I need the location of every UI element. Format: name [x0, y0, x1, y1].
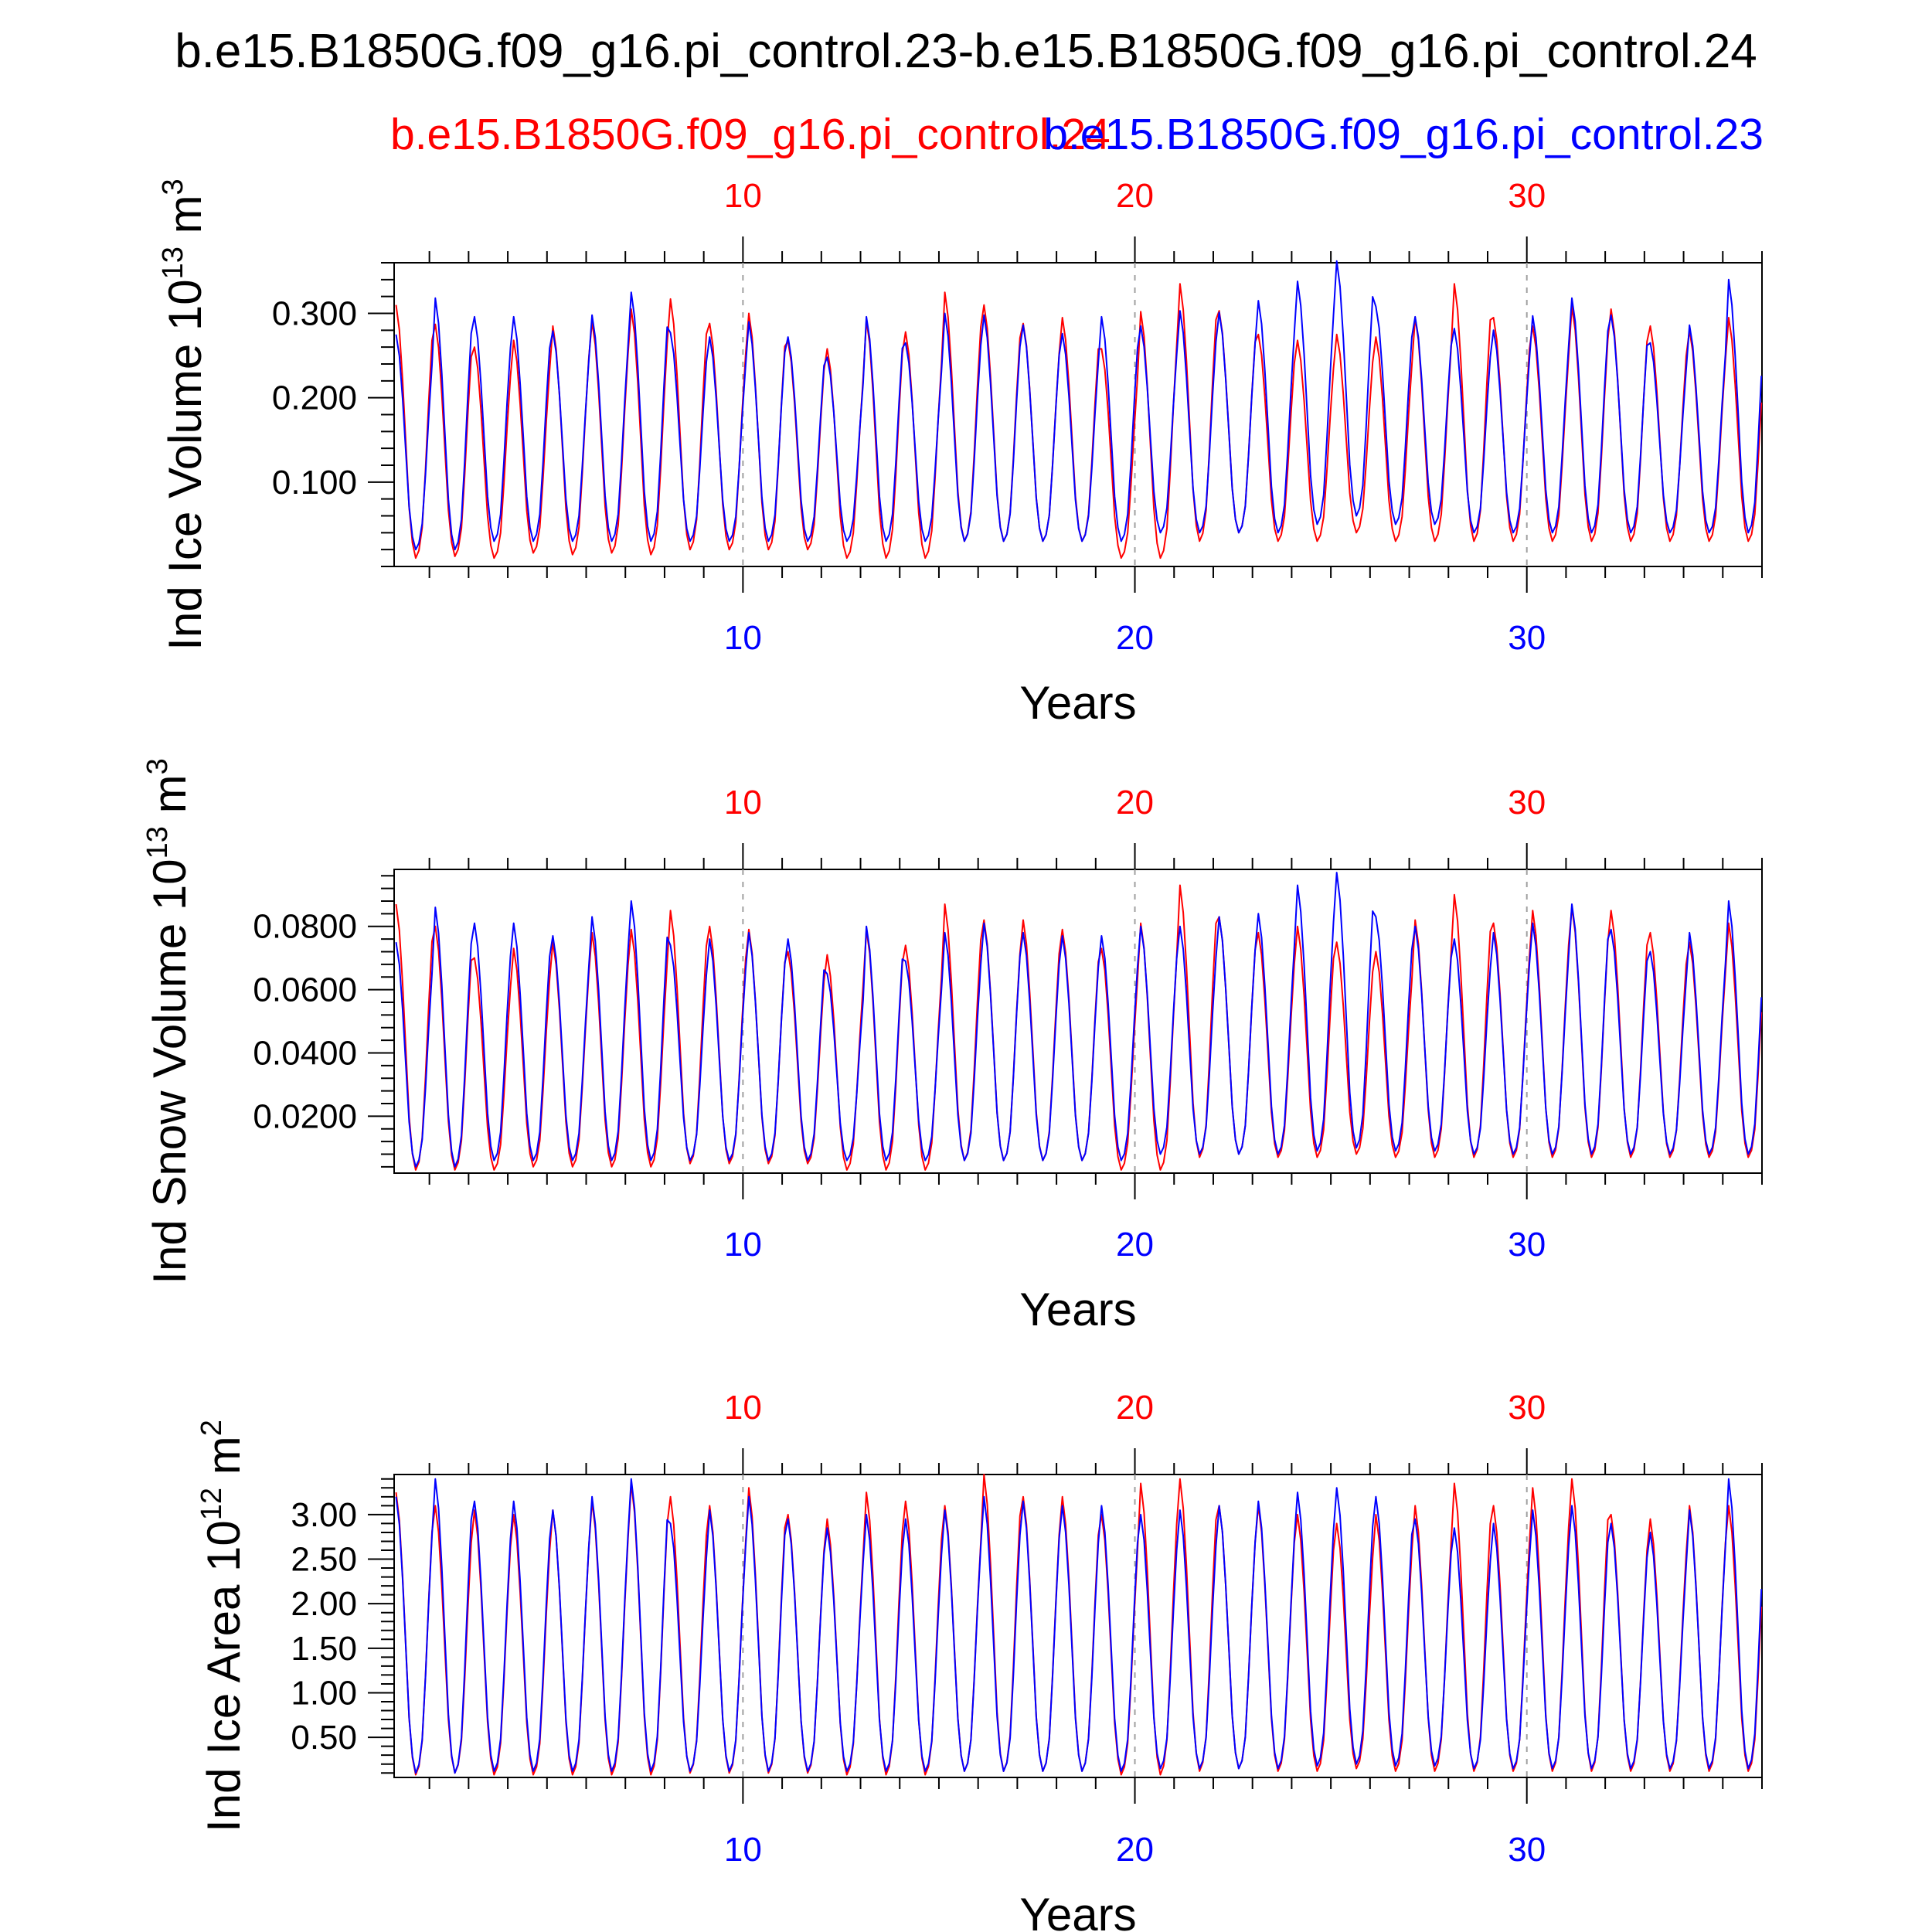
x-tick-label-bottom: 20 [1116, 619, 1154, 657]
y-axis-title-unit-exponent: 2 [196, 1420, 228, 1436]
y-tick-label: 1.50 [291, 1630, 357, 1668]
series-line-blue [395, 260, 1763, 551]
y-axis-title: Ind Snow Volume 1013 m3 [141, 758, 196, 1284]
y-axis-title: Ind Ice Area 1012 m2 [196, 1420, 250, 1832]
x-tick-label-bottom: 20 [1116, 1226, 1154, 1264]
legend-red-case: b.e15.B1850G.f09_g16.pi_control.24 [390, 110, 1111, 159]
x-tick-label-bottom: 30 [1508, 619, 1546, 657]
y-axis-title-unit: m [144, 774, 196, 826]
panel-1: 10 10 20 20 30 30 0.100 0.200 0.300 Years Ind Ice … [157, 177, 1763, 729]
panels: 10 10 20 20 30 30 0.100 0.200 0.300 Years Ind Ice … [141, 177, 1763, 1932]
y-axis-title-main: Ind Ice Area 10 [198, 1520, 250, 1832]
y-tick-label: 0.100 [272, 464, 357, 502]
panel-2: 10 10 20 20 30 30 0.0200 0.0400 0.0600 0.0800 Year… [141, 758, 1763, 1335]
plot-frame [393, 869, 1763, 1174]
y-axis-title-main: Ind Ice Volume 10 [159, 279, 211, 650]
y-axis-title-unit-exponent: 3 [157, 179, 189, 195]
x-tick-label-bottom: 10 [724, 619, 762, 657]
y-axis-title-unit: m [198, 1436, 250, 1488]
y-tick-label: 2.00 [291, 1585, 357, 1623]
x-tick-label-top: 10 [724, 1389, 762, 1427]
series-line-blue [395, 872, 1763, 1168]
y-tick-label: 0.0200 [253, 1097, 357, 1135]
x-axis-title: Years [1019, 1889, 1136, 1932]
y-axis-title-main: Ind Snow Volume 10 [144, 859, 196, 1284]
legend-blue-case: b.e15.B1850G.f09_g16.pi_control.23 [1043, 110, 1764, 159]
x-tick-label-top: 10 [724, 784, 762, 821]
y-tick-label: 0.300 [272, 295, 357, 333]
y-axis-title-unit-exponent: 3 [141, 758, 174, 774]
y-tick-label: 2.50 [291, 1541, 357, 1579]
x-tick-label-top: 30 [1508, 177, 1546, 215]
y-axis-title-exponent: 12 [196, 1488, 228, 1520]
x-tick-label-bottom: 30 [1508, 1226, 1546, 1264]
y-tick-label: 0.50 [291, 1719, 357, 1757]
panel-3: 10 10 20 20 30 30 0.50 1.00 1.50 2.00 2.50 3.00 Year… [196, 1389, 1763, 1932]
y-axis-title: Ind Ice Volume 1013 m3 [157, 179, 211, 650]
figure-title: b.e15.B1850G.f09_g16.pi_control.23-b.e15… [175, 25, 1757, 78]
y-tick-label: 1.00 [291, 1674, 357, 1712]
x-tick-label-bottom: 30 [1508, 1831, 1546, 1869]
x-axis-title: Years [1019, 1284, 1136, 1335]
y-tick-label: 0.0400 [253, 1034, 357, 1072]
y-axis-title-exponent: 13 [141, 826, 174, 859]
y-axis-title-exponent: 13 [157, 247, 189, 279]
y-tick-label: 0.0800 [253, 908, 357, 946]
x-tick-label-top: 20 [1116, 177, 1154, 215]
x-axis-title: Years [1019, 677, 1136, 729]
x-tick-label-bottom: 10 [724, 1831, 762, 1869]
y-axis-title-unit: m [159, 195, 211, 247]
y-tick-label: 0.0600 [253, 971, 357, 1009]
x-tick-label-bottom: 20 [1116, 1831, 1154, 1869]
y-tick-label: 0.200 [272, 379, 357, 417]
x-tick-label-top: 30 [1508, 784, 1546, 821]
series-line-blue [395, 1478, 1763, 1774]
x-tick-label-top: 20 [1116, 784, 1154, 821]
plot-frame [393, 1474, 1763, 1778]
x-tick-label-top: 10 [724, 177, 762, 215]
y-tick-label: 3.00 [291, 1496, 357, 1534]
x-tick-label-bottom: 10 [724, 1226, 762, 1264]
x-tick-label-top: 30 [1508, 1389, 1546, 1427]
x-tick-label-top: 20 [1116, 1389, 1154, 1427]
